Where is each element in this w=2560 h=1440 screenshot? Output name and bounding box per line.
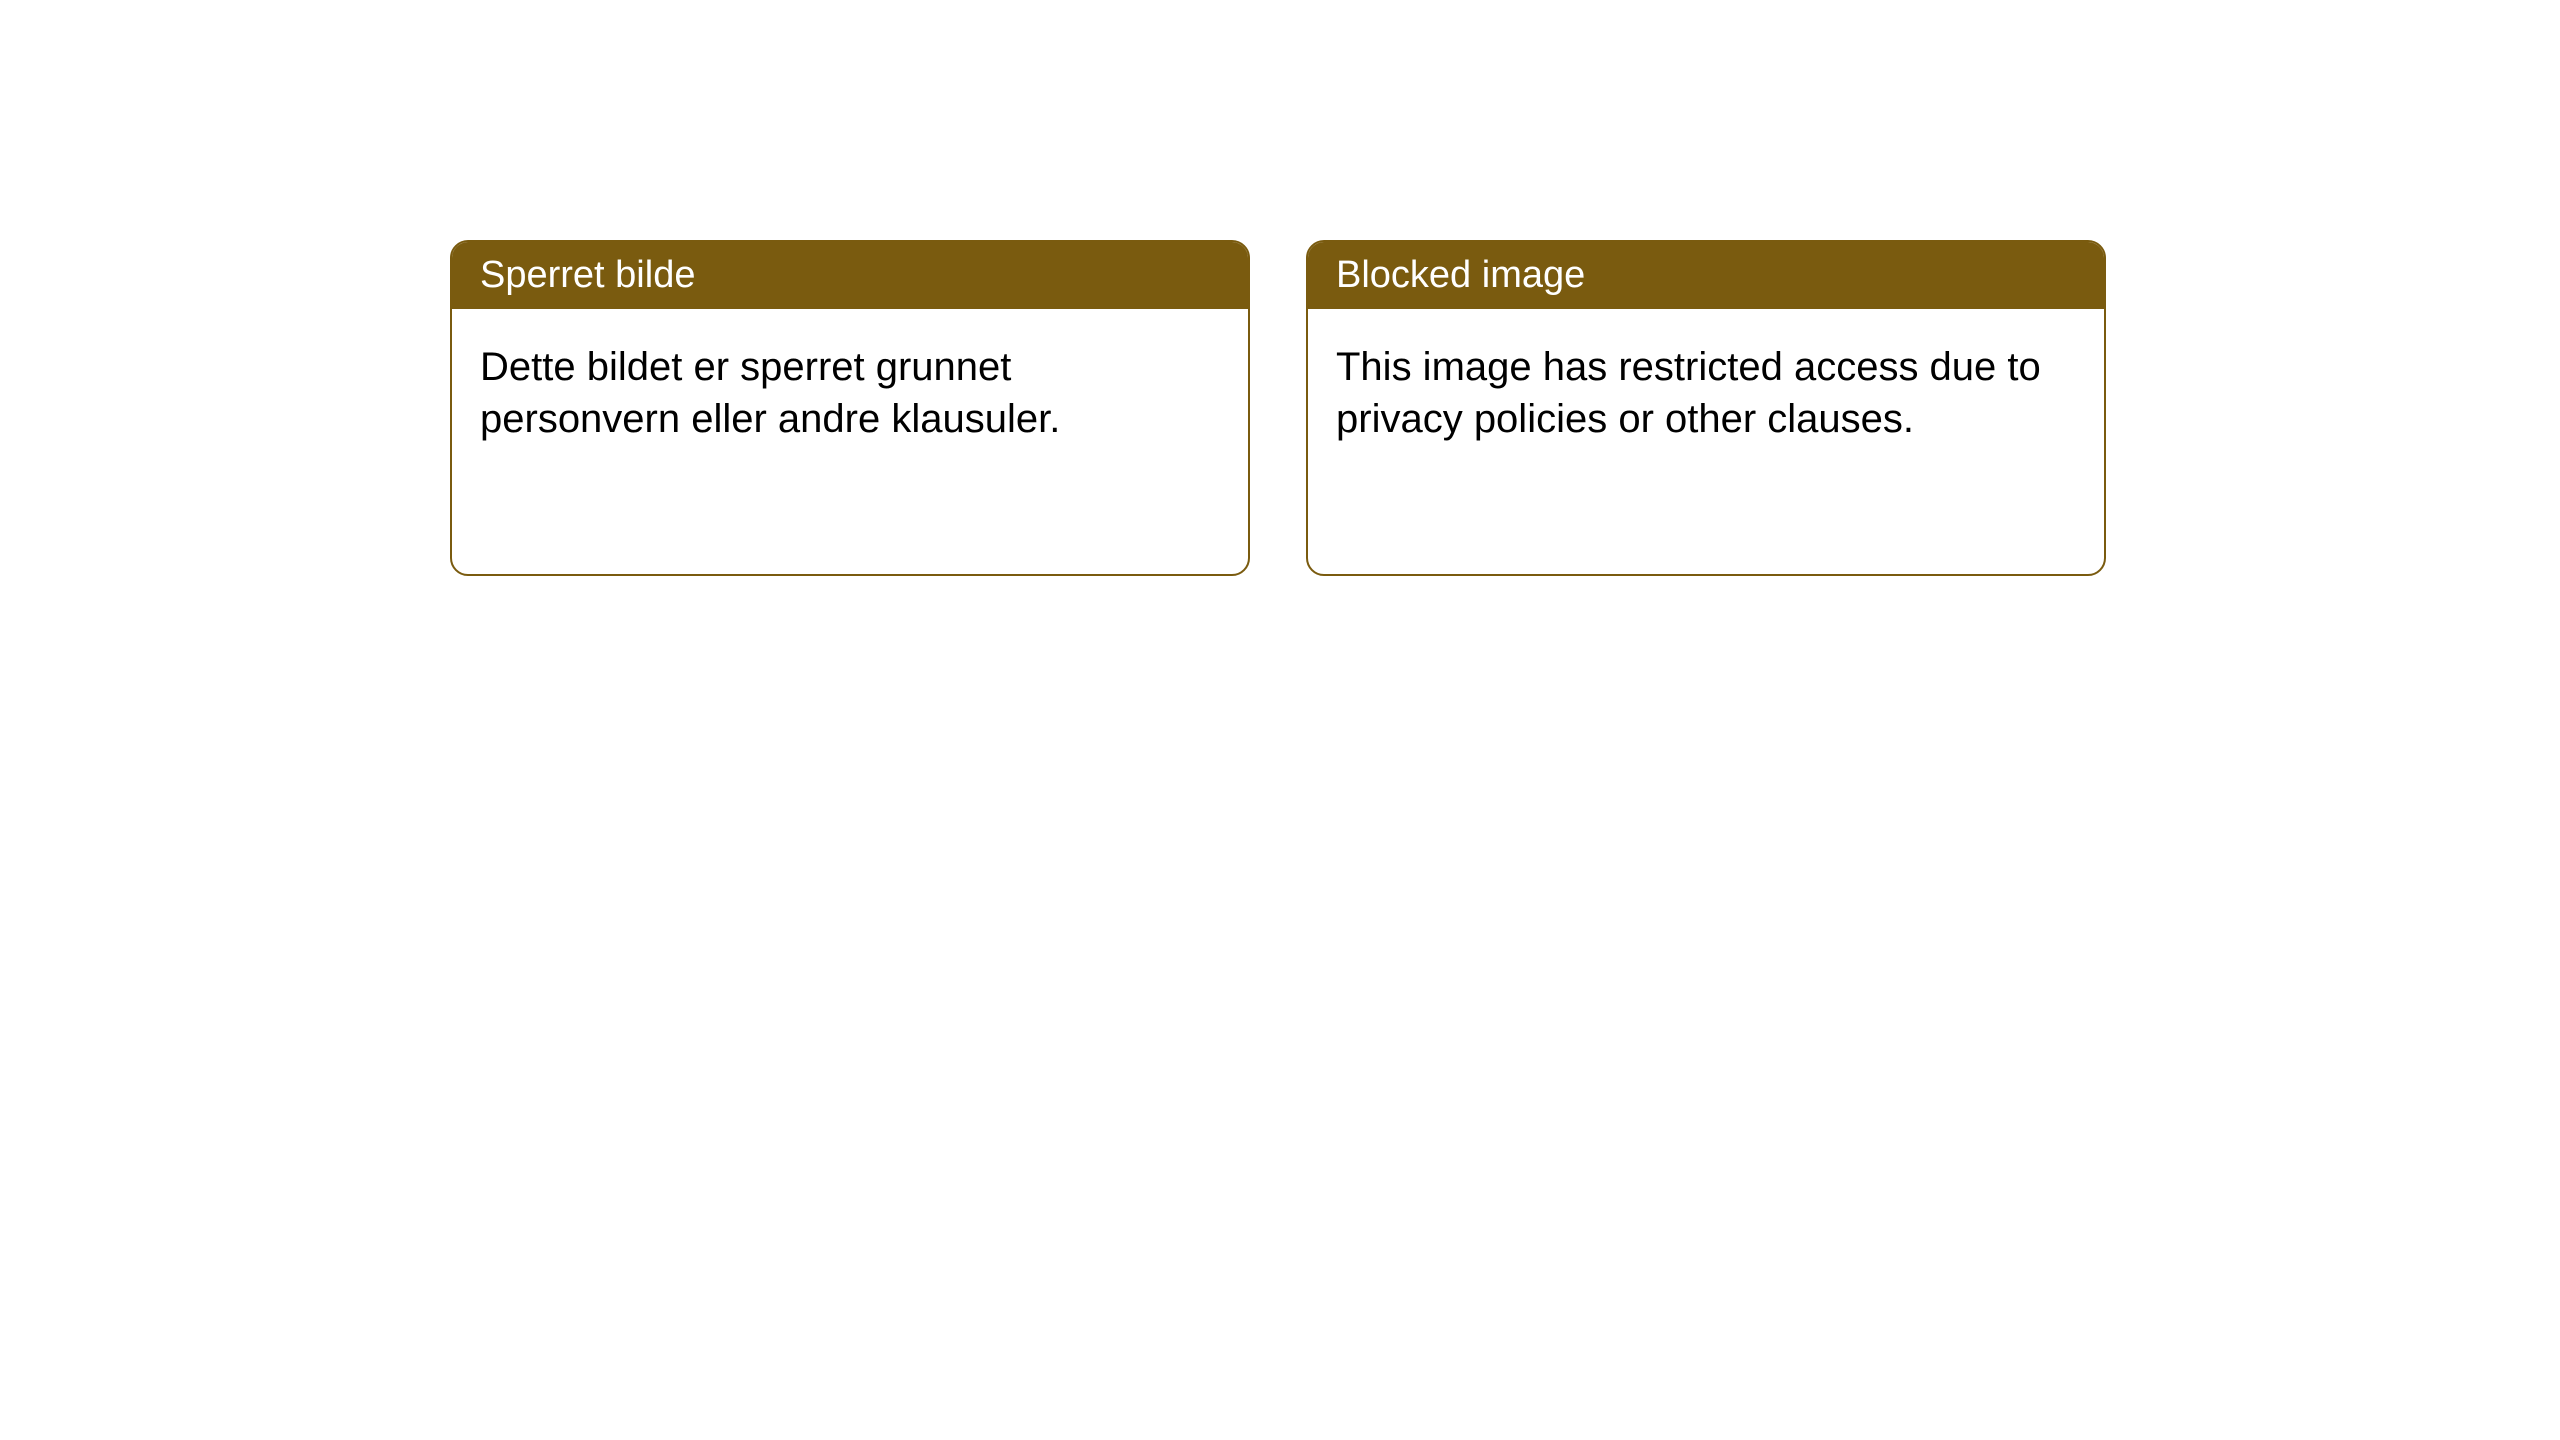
card-title: Blocked image [1336,254,1585,296]
card-body-text: Dette bildet er sperret grunnet personve… [480,345,1060,441]
card-title: Sperret bilde [480,254,695,296]
cards-container: Sperret bilde Dette bildet er sperret gr… [450,240,2106,576]
blocked-image-card-en: Blocked image This image has restricted … [1306,240,2106,576]
card-header: Blocked image [1308,242,2104,309]
card-body: This image has restricted access due to … [1308,309,2104,477]
card-body-text: This image has restricted access due to … [1336,345,2041,441]
blocked-image-card-no: Sperret bilde Dette bildet er sperret gr… [450,240,1250,576]
card-body: Dette bildet er sperret grunnet personve… [452,309,1248,477]
card-header: Sperret bilde [452,242,1248,309]
